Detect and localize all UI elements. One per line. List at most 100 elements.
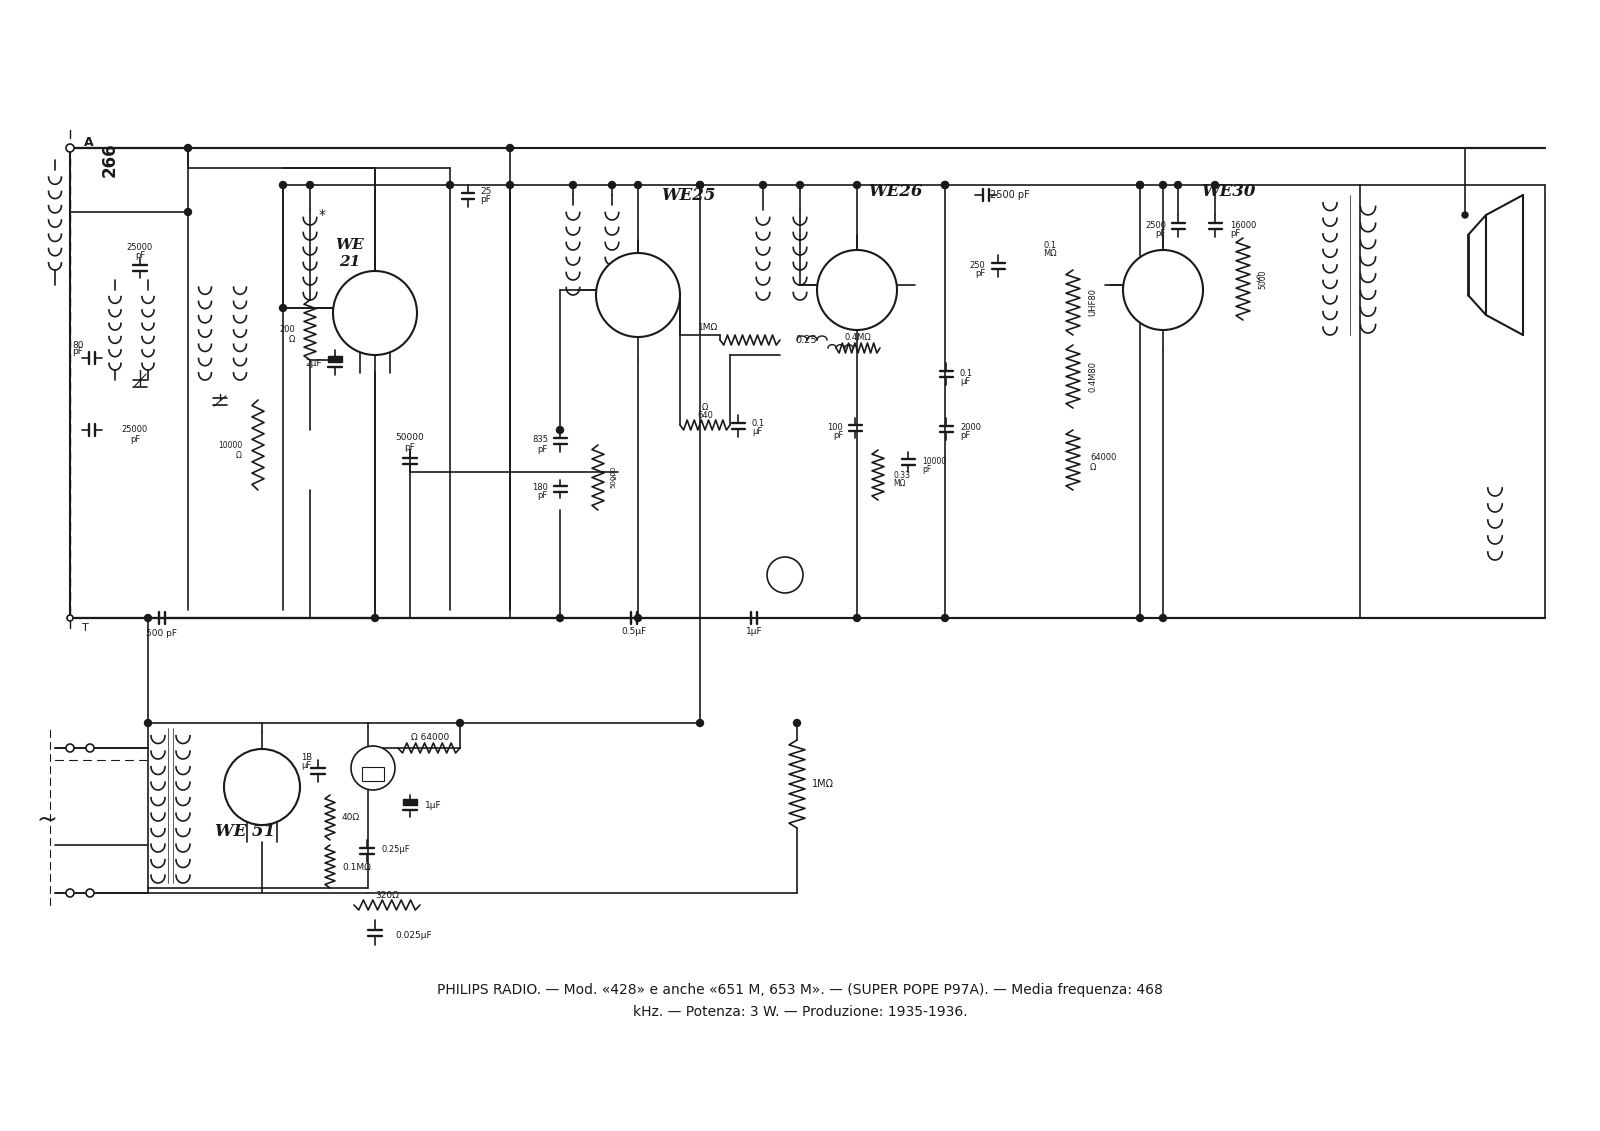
Text: PHILIPS RADIO. — Mod. «428» e anche «651 M, 653 M». — (SUPER POPE P97A). — Media: PHILIPS RADIO. — Mod. «428» e anche «651… bbox=[437, 983, 1163, 998]
Circle shape bbox=[853, 614, 861, 622]
Text: 0.4M80: 0.4M80 bbox=[1088, 361, 1098, 391]
Text: pF: pF bbox=[960, 432, 970, 440]
Text: 10000: 10000 bbox=[218, 440, 242, 449]
Text: μF: μF bbox=[302, 760, 312, 769]
Circle shape bbox=[1136, 181, 1144, 189]
Text: 100: 100 bbox=[827, 423, 843, 432]
Text: Ω: Ω bbox=[288, 336, 294, 345]
Text: pF: pF bbox=[405, 442, 416, 451]
Text: 0.1MΩ: 0.1MΩ bbox=[342, 863, 371, 872]
Circle shape bbox=[1211, 181, 1219, 189]
Text: 0.5μF: 0.5μF bbox=[621, 628, 646, 637]
Circle shape bbox=[66, 144, 74, 152]
Text: 21: 21 bbox=[339, 254, 360, 269]
Text: pF: pF bbox=[832, 431, 843, 440]
Bar bbox=[328, 355, 342, 362]
Circle shape bbox=[184, 208, 192, 216]
Text: 16000: 16000 bbox=[1230, 221, 1256, 230]
Text: 2000: 2000 bbox=[960, 423, 981, 432]
Circle shape bbox=[696, 181, 704, 189]
Circle shape bbox=[86, 744, 94, 752]
Text: 0.4MΩ: 0.4MΩ bbox=[845, 334, 872, 343]
Text: pF: pF bbox=[134, 251, 146, 260]
Circle shape bbox=[280, 304, 286, 311]
Text: 40Ω: 40Ω bbox=[342, 813, 360, 822]
Text: 640: 640 bbox=[698, 411, 714, 420]
Circle shape bbox=[86, 889, 94, 897]
Circle shape bbox=[224, 749, 301, 824]
Circle shape bbox=[66, 889, 74, 897]
Circle shape bbox=[1160, 181, 1166, 189]
Text: Ω 64000: Ω 64000 bbox=[411, 734, 450, 742]
Text: 25: 25 bbox=[480, 188, 491, 197]
Text: 1μF: 1μF bbox=[746, 628, 762, 637]
Text: WE: WE bbox=[336, 238, 365, 252]
Circle shape bbox=[557, 426, 563, 433]
Text: 1MΩ: 1MΩ bbox=[698, 323, 718, 333]
Text: 180: 180 bbox=[533, 483, 547, 492]
Circle shape bbox=[371, 614, 379, 622]
Circle shape bbox=[1136, 614, 1144, 622]
Circle shape bbox=[446, 181, 453, 189]
Text: 0.25: 0.25 bbox=[795, 335, 816, 345]
Text: S: S bbox=[1254, 276, 1259, 285]
Circle shape bbox=[67, 615, 74, 621]
Text: 5000: 5000 bbox=[1258, 269, 1267, 288]
Text: 266: 266 bbox=[101, 143, 118, 178]
Circle shape bbox=[66, 744, 74, 752]
Text: 2μF: 2μF bbox=[306, 359, 322, 368]
Text: pF: pF bbox=[480, 196, 491, 205]
Text: 25000: 25000 bbox=[126, 243, 154, 252]
Text: Ω: Ω bbox=[237, 450, 242, 459]
Text: 1B: 1B bbox=[301, 752, 312, 761]
Circle shape bbox=[818, 250, 898, 330]
Bar bbox=[362, 767, 384, 782]
Text: pF: pF bbox=[1155, 228, 1166, 238]
Circle shape bbox=[941, 614, 949, 622]
Text: pF: pF bbox=[1230, 228, 1240, 238]
Text: 320Ω: 320Ω bbox=[374, 890, 398, 899]
Bar bbox=[403, 798, 418, 805]
Circle shape bbox=[507, 145, 514, 152]
Text: T: T bbox=[82, 623, 88, 633]
Circle shape bbox=[184, 145, 192, 152]
Circle shape bbox=[941, 181, 949, 189]
Circle shape bbox=[766, 556, 803, 593]
Text: WE26: WE26 bbox=[867, 183, 922, 200]
Text: WE30: WE30 bbox=[1200, 183, 1256, 200]
Circle shape bbox=[760, 181, 766, 189]
Text: Ω: Ω bbox=[1090, 464, 1096, 473]
Text: S: S bbox=[611, 475, 616, 481]
Circle shape bbox=[507, 181, 514, 189]
Circle shape bbox=[794, 719, 800, 726]
Circle shape bbox=[570, 181, 576, 189]
Text: 500 pF: 500 pF bbox=[147, 629, 178, 638]
Text: 0.25μF: 0.25μF bbox=[382, 846, 411, 855]
Circle shape bbox=[350, 746, 395, 789]
Text: MΩ: MΩ bbox=[893, 478, 906, 487]
Circle shape bbox=[1136, 181, 1144, 189]
Text: pF: pF bbox=[538, 492, 547, 501]
Text: pF: pF bbox=[72, 347, 83, 356]
Circle shape bbox=[941, 181, 949, 189]
Text: μF: μF bbox=[960, 377, 970, 386]
Text: 80: 80 bbox=[72, 340, 83, 349]
Text: 50000: 50000 bbox=[395, 432, 424, 441]
Text: 25000: 25000 bbox=[122, 425, 149, 434]
Text: *: * bbox=[318, 208, 325, 222]
Text: ~: ~ bbox=[37, 808, 58, 832]
Circle shape bbox=[853, 181, 861, 189]
Text: kHz. — Potenza: 3 W. — Produzione: 1935-1936.: kHz. — Potenza: 3 W. — Produzione: 1935-… bbox=[632, 1005, 968, 1019]
Circle shape bbox=[280, 181, 286, 189]
Text: 1MΩ: 1MΩ bbox=[813, 779, 834, 789]
Circle shape bbox=[635, 614, 642, 622]
Circle shape bbox=[1123, 250, 1203, 330]
Text: μF: μF bbox=[752, 426, 762, 435]
Text: Ω: Ω bbox=[702, 404, 709, 413]
Text: 0.1: 0.1 bbox=[752, 418, 765, 428]
Circle shape bbox=[456, 719, 464, 726]
Circle shape bbox=[696, 719, 704, 726]
Text: pF: pF bbox=[538, 446, 547, 455]
Text: 0.025μF: 0.025μF bbox=[395, 931, 432, 940]
Text: 0.1: 0.1 bbox=[960, 369, 973, 378]
